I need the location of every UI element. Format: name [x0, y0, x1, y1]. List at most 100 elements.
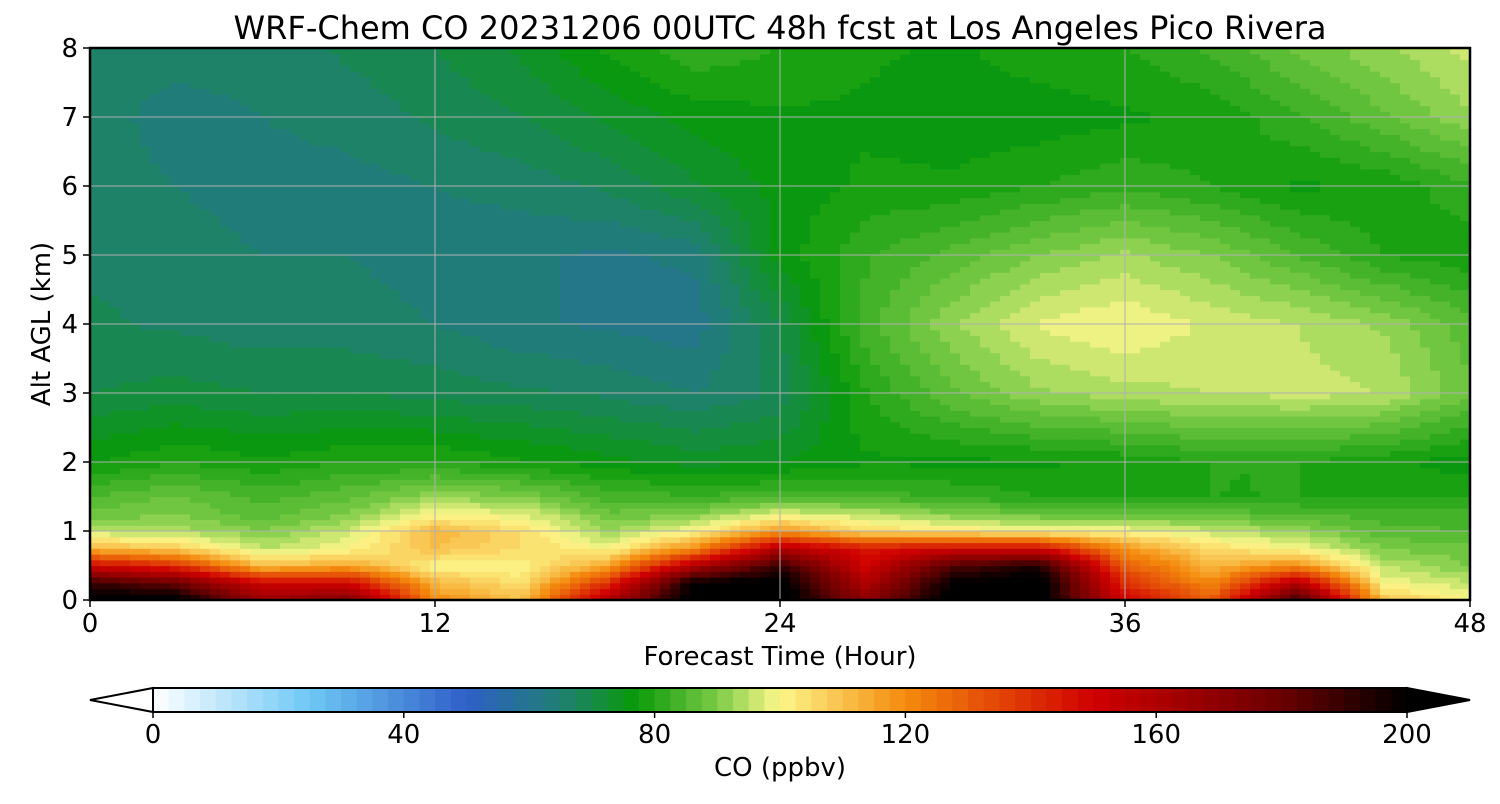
heatmap-cell — [1170, 398, 1181, 406]
heatmap-cell — [550, 525, 561, 532]
heatmap-cell — [890, 485, 901, 492]
heatmap-cell — [1150, 456, 1161, 463]
heatmap-cell — [1230, 594, 1241, 601]
heatmap-cell — [1130, 577, 1141, 584]
heatmap-cell — [920, 513, 931, 521]
heatmap-cell — [350, 462, 361, 469]
heatmap-cell — [410, 410, 421, 417]
heatmap-cell — [100, 387, 111, 394]
heatmap-cell — [400, 548, 411, 555]
heatmap-cell — [750, 479, 761, 486]
heatmap-cell — [1280, 433, 1291, 440]
heatmap-cell — [1070, 393, 1081, 400]
heatmap-cell — [910, 513, 921, 521]
heatmap-cell — [1400, 542, 1411, 549]
heatmap-cell — [940, 433, 951, 440]
heatmap-cell — [1220, 490, 1231, 498]
heatmap-cell — [970, 502, 981, 509]
heatmap-cell — [700, 433, 711, 440]
heatmap-cell — [540, 479, 551, 486]
heatmap-cell — [1200, 577, 1211, 584]
heatmap-cell — [1160, 496, 1171, 503]
heatmap-cell — [290, 456, 301, 463]
heatmap-cell — [1280, 404, 1291, 411]
heatmap-cell — [1220, 433, 1231, 440]
heatmap-cell — [830, 531, 841, 538]
heatmap-cell — [250, 410, 261, 417]
heatmap-cell — [790, 433, 801, 440]
heatmap-cell — [790, 485, 801, 492]
heatmap-cell — [690, 439, 701, 446]
heatmap-cell — [1350, 519, 1361, 526]
heatmap-cell — [640, 588, 651, 595]
heatmap-cell — [130, 577, 141, 584]
heatmap-cell — [1350, 502, 1361, 509]
heatmap-cell — [540, 582, 551, 590]
heatmap-cell — [1100, 513, 1111, 521]
heatmap-cell — [1320, 531, 1331, 538]
heatmap-cell — [570, 554, 581, 561]
heatmap-cell — [770, 531, 781, 538]
heatmap-cell — [740, 404, 751, 411]
heatmap-cell — [110, 462, 121, 469]
heatmap-cell — [730, 548, 741, 555]
heatmap-cell — [1260, 536, 1271, 544]
heatmap-cell — [220, 439, 231, 446]
heatmap-cell — [730, 485, 741, 492]
heatmap-cell — [560, 559, 571, 567]
heatmap-cell — [710, 542, 721, 549]
heatmap-cell — [120, 473, 131, 480]
heatmap-cell — [90, 490, 101, 498]
heatmap-cell — [470, 508, 481, 515]
heatmap-cell — [270, 536, 281, 544]
heatmap-cell — [920, 531, 931, 538]
heatmap-cell — [550, 439, 561, 446]
heatmap-cell — [830, 462, 841, 469]
heatmap-cell — [1380, 467, 1391, 475]
heatmap-cell — [690, 490, 701, 498]
heatmap-cell — [1410, 588, 1421, 595]
heatmap-cell — [830, 479, 841, 486]
heatmap-cell — [1020, 416, 1031, 423]
heatmap-cell — [1030, 490, 1041, 498]
heatmap-cell — [1160, 410, 1171, 417]
heatmap-cell — [700, 467, 711, 475]
heatmap-cell — [1260, 473, 1271, 480]
heatmap-cell — [210, 531, 221, 538]
heatmap-cell — [850, 456, 861, 463]
heatmap-cell — [650, 513, 661, 521]
heatmap-cell — [410, 427, 421, 434]
heatmap-cell — [400, 554, 411, 561]
heatmap-cell — [1370, 502, 1381, 509]
heatmap-cell — [500, 450, 511, 457]
heatmap-cell — [780, 485, 791, 492]
heatmap-cell — [980, 536, 991, 544]
heatmap-cell — [1360, 462, 1371, 469]
heatmap-cell — [400, 485, 411, 492]
heatmap-cell — [920, 479, 931, 486]
heatmap-cell — [350, 577, 361, 584]
heatmap-cell — [1200, 559, 1211, 567]
heatmap-cell — [230, 467, 241, 475]
heatmap-cell — [190, 554, 201, 561]
heatmap-cell — [1260, 456, 1271, 463]
heatmap-cell — [520, 485, 531, 492]
heatmap-cell — [760, 496, 771, 503]
heatmap-cell — [960, 502, 971, 509]
heatmap-cell — [730, 467, 741, 475]
heatmap-cell — [620, 542, 631, 549]
heatmap-cell — [1340, 404, 1351, 411]
heatmap-cell — [1260, 496, 1271, 503]
heatmap-cell — [1440, 525, 1451, 532]
heatmap-cell — [1090, 393, 1101, 400]
heatmap-cell — [1020, 559, 1031, 567]
heatmap-cell — [490, 485, 501, 492]
heatmap-cell — [690, 462, 701, 469]
heatmap-cell — [1110, 577, 1121, 584]
heatmap-cell — [1370, 513, 1381, 521]
heatmap-cell — [150, 582, 161, 590]
heatmap-cell — [590, 588, 601, 595]
heatmap-cell — [160, 594, 171, 601]
heatmap-cell — [640, 444, 651, 452]
heatmap-cell — [1360, 444, 1371, 452]
